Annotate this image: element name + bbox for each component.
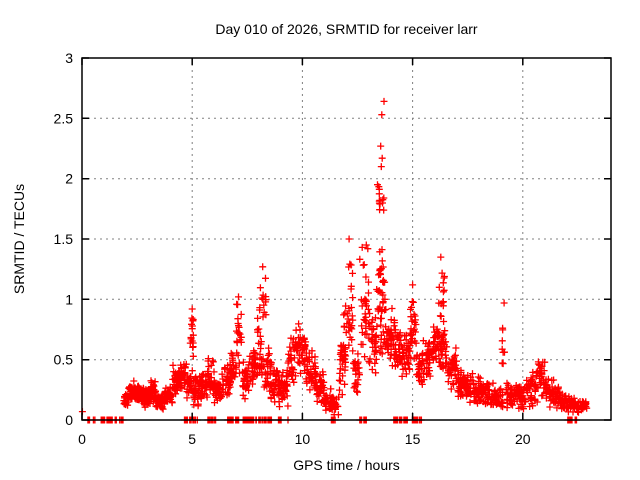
svg-text:1: 1 bbox=[65, 291, 73, 307]
chart-title: Day 010 of 2026, SRMTID for receiver lar… bbox=[215, 21, 478, 37]
svg-text:0: 0 bbox=[65, 412, 73, 428]
svg-text:10: 10 bbox=[295, 431, 311, 447]
svg-text:2.5: 2.5 bbox=[54, 110, 74, 126]
tick-labels: 0 5 10 15 20 0 0.5 1 1.5 2 2.5 3 bbox=[54, 50, 531, 447]
svg-text:0: 0 bbox=[78, 431, 86, 447]
svg-text:2: 2 bbox=[65, 171, 73, 187]
x-axis-label: GPS time / hours bbox=[293, 457, 400, 473]
svg-text:3: 3 bbox=[65, 50, 73, 66]
svg-text:15: 15 bbox=[405, 431, 421, 447]
svg-text:0.5: 0.5 bbox=[54, 352, 74, 368]
axes-border bbox=[81, 57, 612, 421]
svg-text:20: 20 bbox=[515, 431, 531, 447]
svg-text:1.5: 1.5 bbox=[54, 231, 74, 247]
scatter-points bbox=[78, 97, 591, 424]
svg-text:5: 5 bbox=[188, 431, 196, 447]
